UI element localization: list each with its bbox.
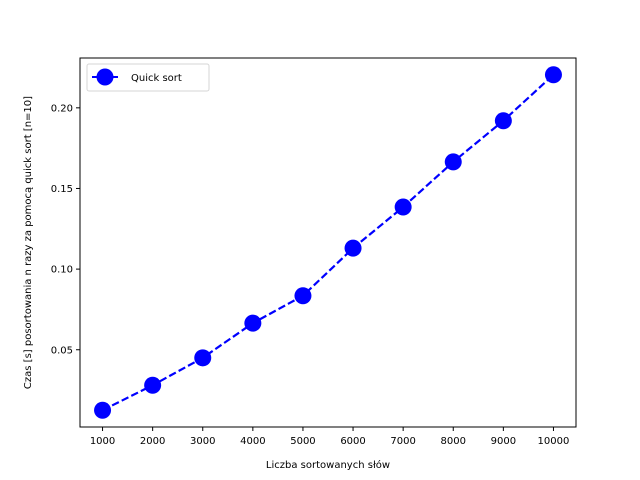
- series-layer: [94, 66, 562, 419]
- x-tick-label: 4000: [240, 436, 265, 447]
- y-tick-label: 0.15: [51, 184, 73, 195]
- data-point: [294, 287, 312, 305]
- x-tick-label: 7000: [390, 436, 415, 447]
- x-axis: 1000 2000 3000 4000 5000 6000 7000 8000 9000 1000…: [90, 427, 570, 447]
- legend-box: [86, 63, 210, 92]
- data-point: [394, 198, 412, 216]
- x-tick-label: 8000: [441, 436, 466, 447]
- data-point: [544, 66, 562, 84]
- series-line: [102, 73, 555, 412]
- x-tick-label: 1000: [90, 436, 115, 447]
- data-point: [444, 153, 462, 171]
- data-point: [94, 401, 112, 419]
- x-tick-label: 6000: [340, 436, 365, 447]
- y-tick-label: 0.10: [51, 265, 73, 276]
- y-axis-label: Czas [s] posortowania n razy za pomocą q…: [23, 96, 34, 389]
- x-tick-label: 2000: [140, 436, 165, 447]
- legend-marker: [96, 68, 114, 86]
- data-point: [344, 239, 362, 257]
- y-tick-label: 0.05: [51, 345, 73, 356]
- x-axis-label: Liczba sortowanych słów: [266, 459, 390, 471]
- y-tick-label: 0.20: [51, 103, 73, 114]
- x-tick-label: 10000: [538, 436, 570, 447]
- plot-frame: [79, 57, 577, 428]
- data-point: [144, 376, 162, 394]
- y-axis: 0.05 0.10 0.15 0.20: [51, 103, 80, 356]
- data-point: [244, 314, 262, 332]
- x-tick-label: 3000: [190, 436, 215, 447]
- data-point: [194, 349, 212, 367]
- x-tick-label: 9000: [491, 436, 516, 447]
- legend: Quick sort: [86, 63, 210, 92]
- legend-label: Quick sort: [131, 73, 182, 84]
- x-tick-label: 5000: [290, 436, 315, 447]
- data-point: [494, 112, 512, 130]
